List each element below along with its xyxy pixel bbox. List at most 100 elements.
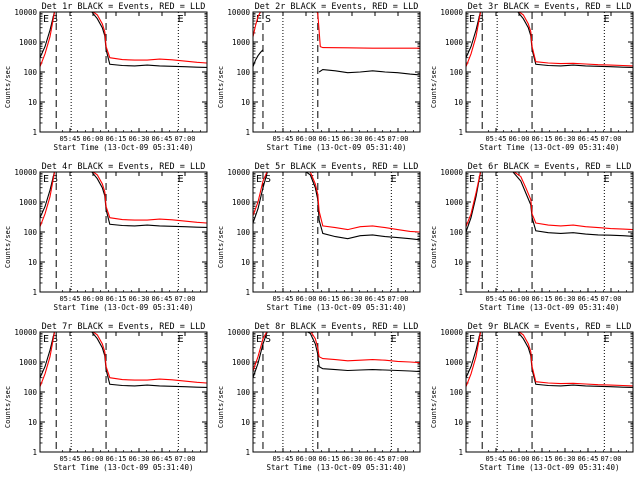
y-tick-label: 1000 (445, 38, 464, 47)
y-tick-label: 1 (32, 128, 37, 137)
y-tick-label: 1 (458, 448, 463, 457)
marker-annotation: E (43, 334, 49, 345)
marker-annotation: E (256, 14, 262, 25)
marker-annotation: S (265, 14, 271, 25)
x-tick-label: 05:45 (485, 135, 506, 143)
marker-annotation: E (604, 174, 610, 185)
plot-frame (39, 11, 208, 133)
x-tick-label: 05:45 (272, 295, 293, 303)
marker-annotation: S (265, 334, 271, 345)
y-tick-label: 10 (28, 258, 38, 267)
x-tick-label: 06:15 (531, 295, 552, 303)
panel-title: Det 6r BLACK = Events, RED = LLD (468, 162, 632, 172)
panel-det-4: Det 4r BLACK = Events, RED = LLD 1 10 100 10… (4, 162, 208, 312)
x-tick-label: 07:00 (174, 455, 195, 463)
x-tick-label: 07:00 (174, 135, 195, 143)
marker-annotation: E (256, 174, 262, 185)
y-tick-label: 10 (454, 418, 464, 427)
lld-series-line (253, 172, 420, 233)
panel-det-3: Det 3r BLACK = Events, RED = LLD 1 10 100 10… (430, 2, 634, 152)
panel-det-5: Det 5r BLACK = Events, RED = LLD 1 10 100 10… (217, 162, 421, 312)
events-series-line (466, 332, 633, 388)
panel-title: Det 3r BLACK = Events, RED = LLD (468, 2, 632, 12)
events-series-line (318, 69, 420, 76)
y-axis-label: Counts/sec (4, 66, 12, 108)
x-tick-label: 06:30 (341, 455, 362, 463)
marker-annotation: E (43, 14, 49, 25)
marker-annotation: E (469, 334, 475, 345)
panel-det-9: Det 9r BLACK = Events, RED = LLD 1 10 100 10… (430, 322, 634, 472)
plot-frame (252, 171, 421, 293)
panel-det-6: Det 6r BLACK = Events, RED = LLD 1 10 100 10… (430, 162, 634, 312)
events-series-line (253, 332, 420, 378)
x-axis-label: Start Time (13-Oct-09 05:31:40) (480, 143, 620, 152)
x-tick-label: 06:45 (577, 455, 598, 463)
x-tick-label: 06:00 (82, 135, 103, 143)
y-tick-label: 10000 (227, 8, 250, 17)
lld-series-line (466, 172, 633, 231)
x-tick-label: 06:15 (105, 455, 126, 463)
panel-title: Det 8r BLACK = Events, RED = LLD (255, 322, 419, 332)
x-tick-label: 06:00 (508, 455, 529, 463)
plot-frame (465, 171, 634, 293)
x-axis-label: Start Time (13-Oct-09 05:31:40) (54, 143, 194, 152)
x-tick-label: 07:00 (600, 295, 621, 303)
lld-series-line (40, 172, 207, 227)
x-tick-label: 05:45 (59, 135, 80, 143)
x-tick-label: 06:15 (531, 135, 552, 143)
x-tick-label: 06:00 (82, 295, 103, 303)
y-tick-label: 1000 (232, 358, 251, 367)
y-axis-label: Counts/sec (4, 226, 12, 268)
y-tick-label: 1 (32, 288, 37, 297)
marker-annotation: E (391, 174, 397, 185)
y-axis-label: Counts/sec (217, 66, 225, 108)
marker-annotation: S (478, 14, 484, 25)
plot-frame (252, 331, 421, 453)
y-tick-label: 10 (241, 258, 251, 267)
y-tick-label: 10 (241, 98, 251, 107)
y-axis-label: Counts/sec (430, 386, 438, 428)
events-series-line (40, 12, 207, 68)
y-tick-label: 10000 (227, 168, 250, 177)
x-tick-label: 05:45 (485, 455, 506, 463)
plot-frame (465, 331, 634, 453)
x-axis-label: Start Time (13-Oct-09 05:31:40) (480, 463, 620, 472)
marker-annotation: E (178, 174, 184, 185)
y-tick-label: 1000 (232, 198, 251, 207)
x-tick-label: 06:15 (531, 455, 552, 463)
x-tick-label: 07:00 (387, 295, 408, 303)
y-tick-label: 10 (241, 418, 251, 427)
y-tick-label: 1 (245, 128, 250, 137)
x-tick-label: 06:30 (341, 135, 362, 143)
x-tick-label: 07:00 (387, 135, 408, 143)
x-tick-label: 06:00 (508, 135, 529, 143)
x-tick-label: 06:45 (577, 135, 598, 143)
x-tick-label: 06:15 (105, 135, 126, 143)
y-tick-label: 1000 (445, 198, 464, 207)
x-tick-label: 07:00 (600, 135, 621, 143)
x-tick-label: 06:45 (364, 295, 385, 303)
y-tick-label: 10 (454, 98, 464, 107)
y-tick-label: 10000 (14, 168, 37, 177)
y-tick-label: 1000 (19, 358, 38, 367)
x-axis-label: Start Time (13-Oct-09 05:31:40) (267, 303, 407, 312)
x-tick-label: 07:00 (387, 455, 408, 463)
y-tick-label: 1 (245, 448, 250, 457)
plot-frame (465, 11, 634, 133)
x-tick-label: 06:15 (105, 295, 126, 303)
marker-annotation: S (265, 174, 271, 185)
plot-frame (39, 331, 208, 453)
lld-series-line (253, 332, 420, 372)
events-series-line (253, 172, 420, 241)
y-axis-label: Counts/sec (217, 226, 225, 268)
marker-annotation: S (52, 174, 58, 185)
x-axis-label: Start Time (13-Oct-09 05:31:40) (480, 303, 620, 312)
marker-annotation: S (52, 14, 58, 25)
y-tick-label: 1000 (232, 38, 251, 47)
y-tick-label: 100 (23, 228, 37, 237)
x-tick-label: 06:15 (318, 455, 339, 463)
y-tick-label: 100 (449, 228, 463, 237)
y-tick-label: 10000 (440, 8, 463, 17)
y-tick-label: 1 (32, 448, 37, 457)
panel-det-7: Det 7r BLACK = Events, RED = LLD 1 10 100 10… (4, 322, 208, 472)
